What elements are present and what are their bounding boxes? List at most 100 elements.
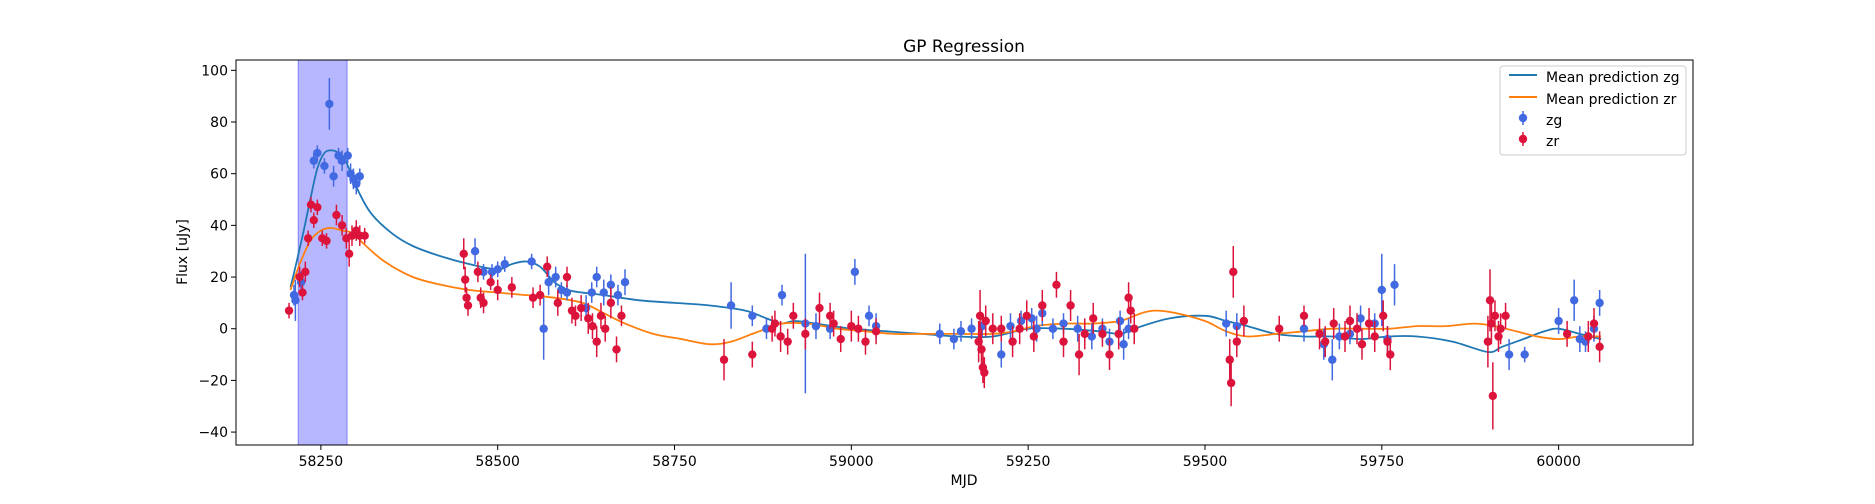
point-marker — [1073, 324, 1082, 333]
zr-point — [854, 315, 863, 342]
zg-point — [1520, 346, 1529, 363]
zr-point — [1114, 318, 1123, 350]
point-marker — [1299, 311, 1309, 321]
point-marker — [980, 368, 989, 377]
zr-point — [486, 274, 495, 290]
zr-point — [337, 215, 347, 236]
zg-point — [864, 305, 874, 327]
zg-point — [587, 282, 596, 303]
zr-point — [1329, 308, 1338, 340]
point-marker — [1329, 319, 1338, 328]
zr-point — [360, 227, 369, 244]
point-marker — [988, 324, 997, 333]
plot-area-frame — [235, 59, 1694, 446]
zg-point — [1554, 308, 1563, 334]
point-marker — [284, 306, 294, 315]
point-marker — [1352, 324, 1362, 333]
point-marker — [617, 311, 626, 321]
point-marker — [1315, 329, 1324, 339]
point-marker — [1029, 332, 1039, 341]
zg-point — [620, 269, 630, 296]
zg-point — [811, 313, 821, 340]
point-marker — [1377, 285, 1386, 295]
x-tick-label: 58750 — [652, 454, 697, 470]
zg-point — [599, 279, 608, 306]
zr-point — [592, 326, 601, 358]
zr-point — [1105, 339, 1114, 371]
point-marker — [1357, 340, 1367, 349]
zr-point — [815, 292, 824, 324]
zr-point — [1589, 308, 1599, 340]
point-marker — [777, 290, 787, 300]
point-marker — [325, 99, 334, 109]
y-tick-label: 20 — [210, 270, 228, 286]
zr-point — [1074, 333, 1084, 376]
point-marker — [355, 172, 364, 181]
zr-point — [479, 292, 488, 314]
point-marker — [592, 337, 601, 346]
zg-point — [850, 258, 860, 285]
point-marker — [459, 249, 468, 258]
zr-point — [463, 295, 473, 316]
zr-point — [847, 310, 856, 342]
zr-point — [1275, 315, 1284, 342]
point-marker — [313, 203, 322, 212]
zr-point — [1487, 302, 1496, 345]
point-marker — [1589, 319, 1599, 328]
point-marker — [1584, 332, 1593, 341]
legend-swatch-marker — [1518, 134, 1528, 144]
zr-point — [301, 261, 310, 283]
point-marker — [1059, 337, 1068, 346]
zr-point — [1352, 313, 1362, 345]
zg-point — [949, 328, 959, 350]
point-marker — [836, 334, 845, 344]
point-marker — [332, 210, 341, 220]
zr-point — [596, 302, 606, 329]
point-marker — [606, 298, 616, 308]
zr-point — [584, 302, 593, 334]
point-marker — [1488, 391, 1498, 401]
point-marker — [1226, 378, 1236, 388]
zr-point — [1345, 305, 1355, 337]
zr-point — [601, 315, 610, 342]
zg-point — [1221, 310, 1231, 337]
point-marker — [535, 290, 545, 300]
point-marker — [997, 324, 1006, 333]
x-tick-label: 60000 — [1536, 454, 1581, 470]
zr-point — [493, 279, 502, 301]
y-tick-label: 60 — [210, 167, 228, 183]
point-marker — [528, 293, 538, 302]
point-marker — [1229, 267, 1238, 277]
point-marker — [829, 319, 838, 328]
zg-point — [291, 279, 300, 321]
point-marker — [1496, 324, 1505, 333]
point-marker — [337, 156, 347, 165]
zg-point — [997, 341, 1006, 368]
zg-point — [1119, 328, 1128, 360]
point-marker — [1501, 311, 1510, 321]
zg-point — [1569, 279, 1579, 321]
point-marker — [1595, 342, 1604, 352]
zg-point — [1390, 264, 1399, 306]
zr-point — [571, 305, 580, 327]
zr-point — [1239, 305, 1249, 337]
point-marker — [612, 345, 621, 354]
point-marker — [344, 249, 354, 258]
x-tick-label: 58500 — [475, 454, 520, 470]
point-marker — [337, 221, 347, 230]
point-marker — [322, 236, 331, 246]
zr-point — [344, 240, 354, 267]
legend-label-zr: zr — [1546, 134, 1559, 150]
zr-point — [1008, 326, 1017, 358]
legend-box — [1499, 65, 1687, 156]
zr-point — [783, 328, 792, 355]
zr-point — [789, 302, 798, 329]
point-marker — [606, 280, 616, 289]
point-marker — [1379, 311, 1388, 321]
point-marker — [493, 265, 502, 274]
point-marker — [1130, 324, 1139, 333]
zg-point — [337, 150, 347, 172]
point-marker — [329, 172, 338, 181]
zr-point — [988, 313, 997, 345]
point-marker — [861, 337, 870, 346]
